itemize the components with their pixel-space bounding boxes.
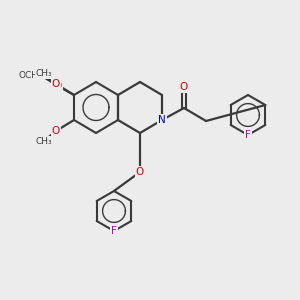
Text: F: F <box>245 130 251 140</box>
Text: O: O <box>52 79 60 89</box>
Text: O: O <box>52 126 60 136</box>
Text: O: O <box>136 167 144 177</box>
Text: CH₃: CH₃ <box>36 70 52 79</box>
Text: O: O <box>54 81 62 91</box>
Text: N: N <box>158 115 166 125</box>
Text: O: O <box>180 82 188 92</box>
Text: OCH₃: OCH₃ <box>18 71 42 80</box>
Text: F: F <box>111 226 117 236</box>
Text: CH₃: CH₃ <box>36 136 52 146</box>
